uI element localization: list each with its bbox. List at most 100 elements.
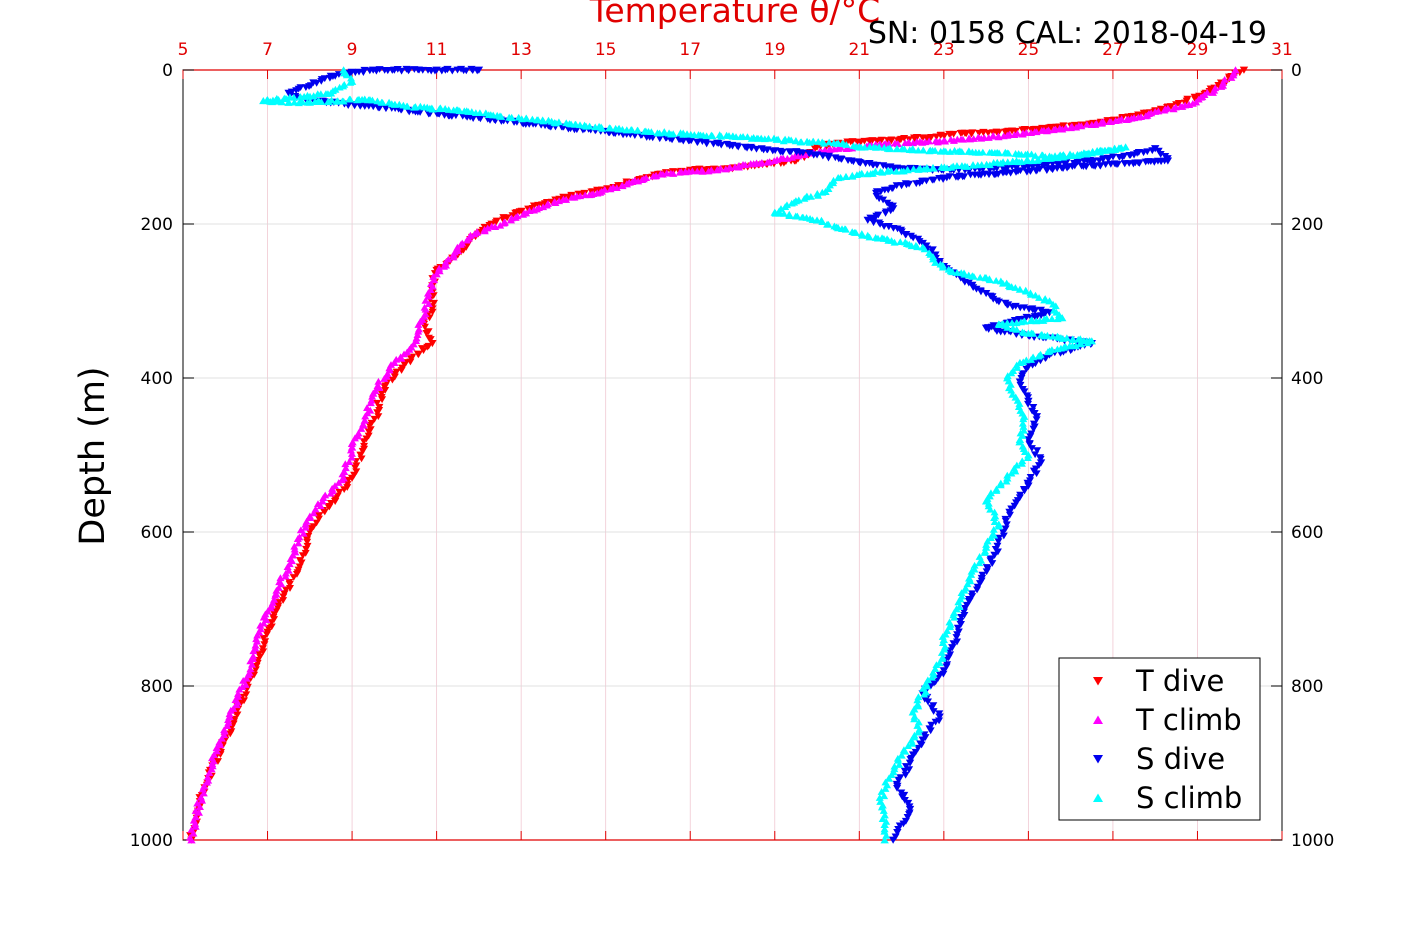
data-point-interp	[994, 538, 1003, 546]
data-point-interp	[701, 166, 710, 174]
legend: T dive T climb S dive S climb	[1058, 657, 1261, 821]
data-point-interp	[1139, 109, 1148, 117]
data-point-interp	[1020, 388, 1029, 396]
data-point-interp	[957, 613, 966, 621]
data-point-interp	[272, 586, 281, 594]
data-point	[935, 713, 944, 721]
data-point-interp	[1048, 315, 1057, 322]
data-point-interp	[1007, 469, 1016, 477]
data-point-interp	[596, 188, 605, 196]
data-point-interp	[763, 158, 772, 166]
data-point-interp	[392, 368, 401, 376]
data-point-interp	[1002, 477, 1011, 485]
data-point-interp	[1217, 83, 1226, 90]
data-point-interp	[347, 453, 356, 461]
data-point-interp	[347, 74, 356, 82]
data-point-interp	[435, 264, 444, 272]
data-point-interp	[891, 833, 900, 841]
data-point-interp	[793, 212, 802, 220]
data-point-interp	[226, 730, 235, 738]
data-point-interp	[823, 220, 832, 228]
data-point-interp	[1040, 155, 1049, 162]
data-point-interp	[876, 220, 885, 228]
data-point-interp	[842, 173, 851, 181]
data-point-interp	[660, 129, 669, 136]
data-point-interp	[1157, 105, 1166, 113]
data-point-interp	[894, 825, 903, 833]
data-point-interp	[883, 137, 892, 144]
data-point-interp	[606, 185, 615, 193]
data-point-interp	[999, 532, 1008, 540]
data-point-interp	[994, 522, 1003, 530]
data-point-interp	[358, 447, 367, 455]
data-point-interp	[796, 138, 805, 146]
data-point-interp	[1022, 287, 1031, 295]
data-point-interp	[1141, 112, 1150, 120]
data-point-interp	[338, 470, 347, 478]
x-tick-label: 13	[510, 40, 532, 60]
data-point-interp	[496, 221, 505, 229]
data-point-interp	[779, 209, 788, 217]
data-point-interp	[444, 106, 453, 113]
data-point-interp	[946, 267, 955, 275]
data-point	[880, 836, 889, 844]
data-point-interp	[909, 165, 918, 173]
data-point-interp	[497, 113, 506, 120]
data-point-interp	[562, 196, 571, 203]
data-point-interp	[435, 105, 444, 113]
data-point-interp	[1076, 339, 1085, 347]
data-point-interp	[1089, 157, 1098, 165]
data-point-interp	[920, 690, 929, 698]
data-point-interp	[256, 621, 265, 629]
data-point-interp	[879, 196, 888, 204]
data-point-interp	[1023, 479, 1032, 487]
data-point-interp	[1021, 448, 1030, 456]
data-point-interp	[982, 541, 991, 548]
data-point-interp	[978, 571, 987, 579]
data-point-interp	[1043, 331, 1052, 339]
data-point-interp	[927, 704, 936, 712]
data-point-interp	[618, 182, 627, 190]
data-point-interp	[824, 185, 833, 193]
data-point-interp	[905, 803, 914, 811]
data-point-interp	[1035, 462, 1044, 469]
data-point-interp	[354, 429, 363, 437]
data-point-interp	[1160, 106, 1169, 114]
y-tick-label-left: 200	[141, 215, 173, 235]
data-point-interp	[249, 647, 258, 655]
data-point-interp	[893, 784, 902, 792]
data-point-interp	[914, 702, 923, 710]
grid-layer	[183, 70, 1282, 840]
data-point-interp	[522, 115, 531, 122]
data-point-interp	[904, 799, 913, 807]
data-point-interp	[929, 163, 938, 171]
data-point-interp	[879, 807, 888, 814]
data-point	[956, 621, 965, 629]
data-point-interp	[237, 699, 246, 707]
data-point-interp	[1017, 459, 1026, 467]
data-point-interp	[717, 141, 726, 149]
data-point-interp	[279, 593, 288, 601]
data-point-interp	[291, 548, 300, 556]
data-point-interp	[365, 67, 374, 75]
data-point-interp	[346, 78, 355, 86]
data-point-interp	[253, 631, 262, 639]
data-point-interp	[1010, 502, 1019, 510]
data-point-interp	[959, 608, 968, 616]
data-point-interp	[1010, 317, 1019, 324]
data-point-interp	[967, 130, 976, 138]
data-point-interp	[693, 139, 702, 146]
data-point-interp	[697, 166, 706, 174]
y-tick-label-left: 0	[162, 61, 173, 81]
data-point	[981, 289, 991, 298]
data-point-interp	[424, 66, 433, 74]
data-point-interp	[945, 130, 954, 138]
data-point-interp	[836, 173, 845, 181]
data-point-interp	[1191, 95, 1200, 103]
data-point-interp	[325, 503, 334, 511]
legend-label: T dive	[1135, 664, 1224, 698]
data-point-interp	[985, 276, 994, 284]
data-point-interp	[1001, 128, 1010, 136]
data-point-interp	[242, 691, 251, 699]
data-point-interp	[378, 396, 387, 404]
